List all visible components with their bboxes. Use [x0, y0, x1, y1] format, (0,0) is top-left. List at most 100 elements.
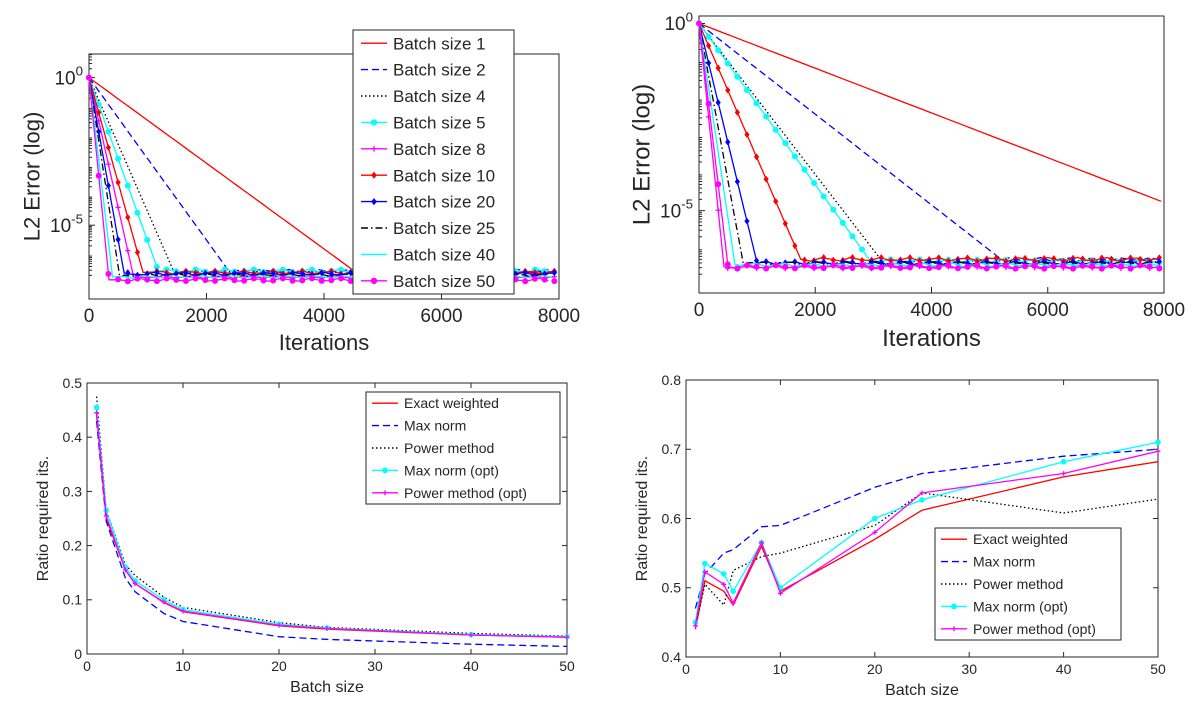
x-tick-label: 2000 — [185, 306, 227, 327]
data-point — [182, 278, 189, 285]
data-point — [1108, 255, 1114, 263]
legend-label: Batch size 25 — [393, 219, 495, 238]
data-point — [289, 277, 296, 284]
data-point — [730, 588, 736, 595]
data-point — [96, 128, 102, 135]
data-point — [221, 275, 228, 282]
x-tick-label: 50 — [559, 658, 575, 674]
data-point — [715, 47, 722, 54]
legend-entry: Max norm (opt) — [372, 462, 499, 478]
data-point — [324, 626, 330, 631]
data-point — [869, 258, 875, 266]
legend-label: Max norm (opt) — [973, 598, 1068, 614]
data-point — [260, 269, 267, 277]
legend-entry: Exact weighted — [372, 395, 499, 411]
data-point — [86, 74, 93, 81]
data-point — [782, 220, 788, 228]
legend-label: Power method (opt) — [404, 485, 527, 501]
data-point — [531, 275, 538, 282]
data-point — [1041, 265, 1048, 272]
legend-entry: Batch size 50 — [361, 272, 495, 291]
data-point — [983, 265, 990, 272]
data-point — [859, 246, 866, 253]
data-point — [1108, 262, 1115, 269]
data-point — [1146, 263, 1153, 270]
y-axis-label: Ratio required its. — [634, 456, 651, 581]
data-point — [878, 264, 885, 271]
data-point — [782, 263, 789, 270]
data-point — [1060, 458, 1067, 465]
legend-marker — [371, 198, 377, 206]
data-point — [1022, 263, 1029, 270]
data-point — [955, 258, 961, 265]
data-point — [753, 263, 760, 270]
y-tick-label: 0.1 — [63, 592, 83, 608]
data-point — [772, 262, 779, 269]
data-point — [173, 276, 180, 283]
data-point — [693, 623, 698, 629]
data-point — [878, 254, 884, 261]
data-point — [734, 178, 740, 186]
series-3 — [95, 396, 568, 637]
series-line — [88, 77, 554, 275]
legend-entry: Max norm — [372, 418, 466, 434]
data-point — [144, 236, 151, 243]
data-point — [241, 277, 248, 284]
data-point — [522, 278, 529, 285]
data-point — [811, 180, 818, 187]
data-point — [115, 204, 121, 210]
y-tick-label: 10-5 — [660, 197, 693, 223]
data-point — [801, 262, 808, 269]
data-point — [702, 569, 708, 575]
x-tick-label: 8000 — [1143, 300, 1185, 321]
data-point — [134, 275, 141, 282]
legend-marker — [951, 603, 957, 610]
series-2 — [698, 22, 1160, 262]
legend-marker — [371, 146, 377, 152]
y-tick-label: 0.6 — [662, 510, 682, 526]
x-axis-label: Iterations — [279, 330, 370, 355]
series-line — [95, 412, 568, 638]
data-point — [1098, 265, 1105, 272]
data-point — [125, 269, 131, 276]
x-axis-label: Batch size — [885, 682, 959, 699]
data-point — [791, 265, 798, 272]
data-point — [724, 261, 731, 268]
data-point — [964, 263, 971, 270]
data-point — [279, 275, 286, 282]
data-point — [1117, 263, 1124, 270]
legend: Exact weighted Max norm Power method Max no… — [365, 391, 561, 505]
legend-label: Batch size 4 — [393, 87, 486, 106]
data-point — [270, 277, 277, 284]
data-point — [721, 581, 727, 587]
series-line — [698, 22, 1162, 202]
x-tick-label: 0 — [694, 300, 705, 321]
y-tick-label: 10-5 — [50, 211, 83, 237]
data-point — [734, 265, 741, 272]
x-tick-label: 0 — [84, 306, 95, 327]
data-point — [1002, 262, 1009, 269]
data-point — [759, 540, 764, 546]
data-point — [792, 258, 798, 266]
chart-2: 0 2000 4000 6000 8000 100 10-5 Iterations L2 Err… — [629, 10, 1186, 352]
series-line — [95, 396, 568, 637]
legend-label: Max norm — [973, 554, 1035, 570]
x-axis-label: Iterations — [882, 325, 981, 352]
data-point — [993, 263, 1000, 270]
legend-entry: Power method — [941, 576, 1063, 592]
data-point — [93, 404, 100, 411]
data-point — [753, 257, 760, 265]
data-point — [319, 269, 325, 277]
series-line — [694, 448, 1159, 609]
legend-entry: Batch size 5 — [361, 114, 486, 133]
x-tick-label: 4000 — [303, 306, 345, 327]
data-point — [811, 264, 818, 271]
series-line — [694, 450, 1159, 626]
legend-entry: Exact weighted — [941, 531, 1068, 547]
legend-label: Batch size 1 — [393, 34, 486, 53]
chart-4: 0 10 20 30 40 50 0.4 0.5 0.6 0.7 0.8 Batch size Rati… — [634, 372, 1166, 699]
legend-entry: Power method (opt) — [941, 621, 1096, 637]
legend-label: Batch size 5 — [393, 114, 486, 133]
data-point — [974, 262, 981, 269]
series-line — [694, 492, 1159, 626]
